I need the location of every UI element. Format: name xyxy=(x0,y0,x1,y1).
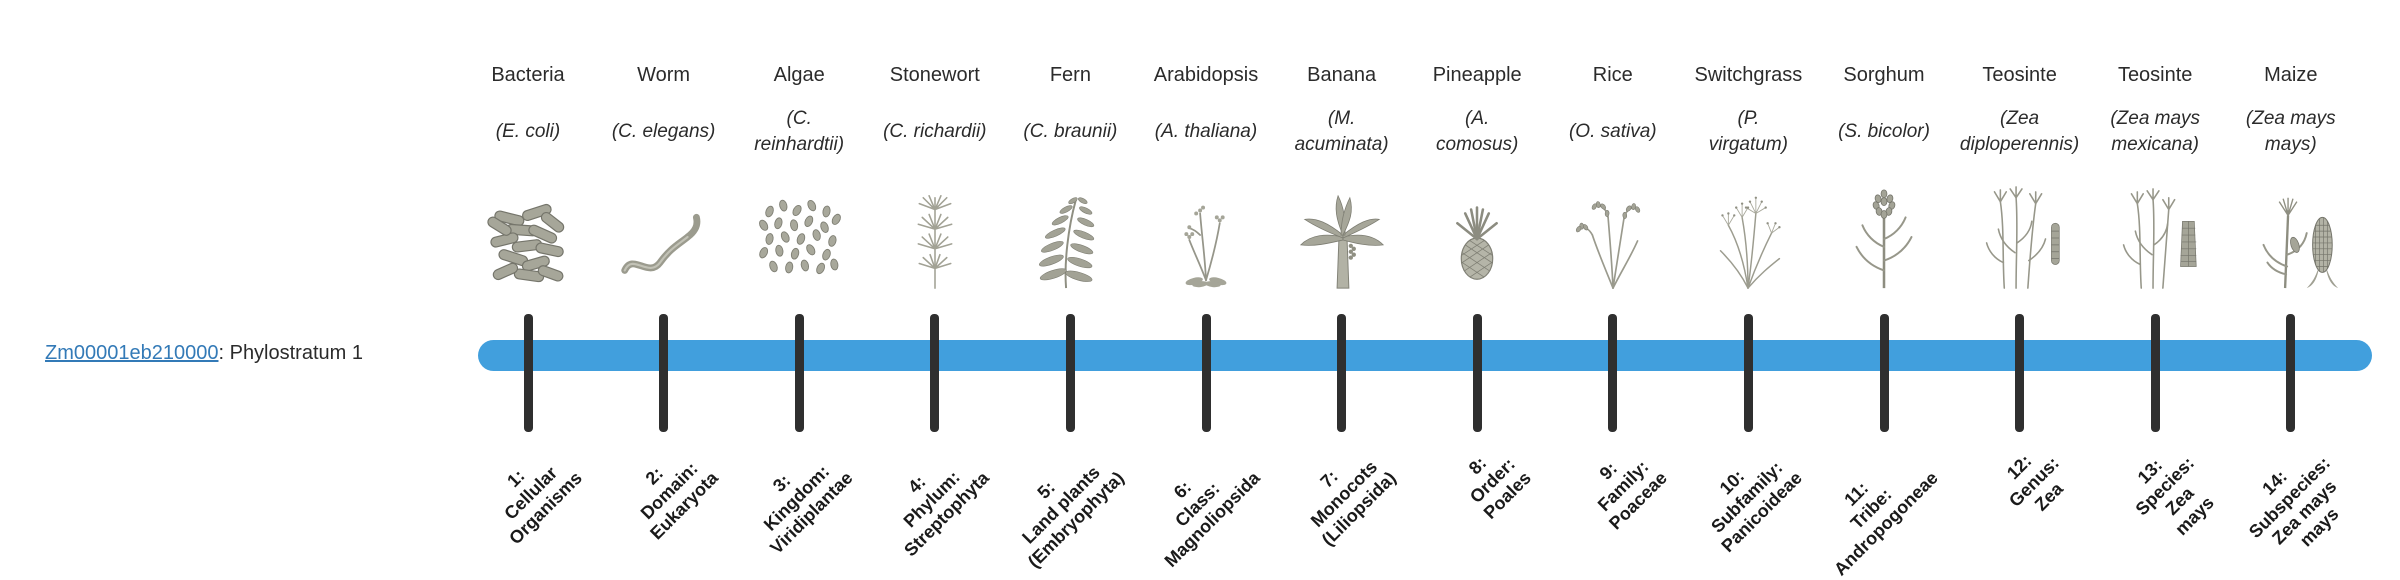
gene-label: Zm00001eb210000: Phylostratum 1 xyxy=(45,342,363,365)
phylostratum-column: Banana (M. acuminata) 7: Monocots (Lilio… xyxy=(1274,0,1410,580)
organism-common-name: Switchgrass xyxy=(1694,64,1803,86)
maize-icon xyxy=(2223,180,2359,292)
organism-common-name: Maize xyxy=(2264,64,2318,86)
phylostratum-tick xyxy=(1065,314,1075,432)
organism-common-name: Bacteria xyxy=(491,64,565,86)
phylostratum-number-text: : Phylostratum 1 xyxy=(218,342,363,364)
phylostratum-column: Teosinte (Zea mays mexicana) 13: Species… xyxy=(2087,0,2223,580)
organism-common-name: Teosinte xyxy=(2117,64,2193,86)
pineapple-icon xyxy=(1409,180,1545,292)
phylostratum-tick xyxy=(794,314,804,432)
worm-icon xyxy=(596,180,732,292)
phylostratum-tick xyxy=(1201,314,1211,432)
stonewort-icon xyxy=(867,180,1003,292)
phylostratum-tick xyxy=(1472,314,1482,432)
fern-icon xyxy=(1002,180,1138,292)
organism-scientific-name: (C. elegans) xyxy=(611,121,716,143)
organism-common-name: Algae xyxy=(773,64,825,86)
taxon-label: 13: Species: Zea mays xyxy=(2131,452,2218,539)
taxon-label: 3: Kingdom: Viridiplantae xyxy=(760,461,857,558)
organism-scientific-name: (Zea diploperennis) xyxy=(1959,108,2080,155)
taxon-label: 9: Family: Poaceae xyxy=(1593,456,1671,534)
arabidopsis-icon xyxy=(1138,180,1274,292)
organism-common-name: Arabidopsis xyxy=(1153,64,1259,86)
phylostratum-column: Arabidopsis (A. thaliana) 6: Class: Magn… xyxy=(1138,0,1274,580)
phylostratum-column: Maize (Zea mays mays) 14: Subspecies: Ze… xyxy=(2223,0,2359,580)
taxon-label: 5: Land plants (Embryophyta) xyxy=(1018,461,1129,572)
phylostratum-column: Rice (O. sativa) 9: Family: Poaceae xyxy=(1545,0,1681,580)
phylostratum-tick xyxy=(659,314,669,432)
organism-scientific-name: (Zea mays mays) xyxy=(2245,108,2336,155)
organism-common-name: Worm xyxy=(637,64,691,86)
organism-common-name: Rice xyxy=(1592,64,1633,86)
organism-scientific-name: (S. bicolor) xyxy=(1838,121,1930,143)
phylostratum-tick xyxy=(1337,314,1347,432)
taxon-label: 10: Subfamily: Panicoideae xyxy=(1707,457,1807,556)
taxon-label: 14: Subspecies: Zea mays mays xyxy=(2244,452,2343,551)
phylostratum-column: Sorghum (S. bicolor) 11: Tribe: Andropog… xyxy=(1816,0,1952,580)
taxon-label: 1: Cellular Organisms xyxy=(500,462,586,549)
phylostratum-tick xyxy=(1608,314,1618,432)
organism-common-name: Stonewort xyxy=(889,64,980,86)
phylostratum-tick xyxy=(2150,314,2160,432)
taxon-label: 6: Class: Magnoliopsida xyxy=(1160,467,1264,571)
taxon-label: 11: Tribe: Andropogoneae xyxy=(1829,467,1942,580)
organism-common-name: Teosinte xyxy=(1982,64,2057,86)
gene-id-link[interactable]: Zm00001eb210000 xyxy=(45,342,219,364)
taxon-label: 8: Order: Poales xyxy=(1465,452,1535,523)
phylostratum-column: Fern (C. braunii) 5: Land plants (Embryo… xyxy=(1002,0,1138,580)
organism-scientific-name: (E. coli) xyxy=(495,121,561,143)
phylostratum-tick xyxy=(1879,314,1889,432)
phylostratum-bar xyxy=(478,340,2372,371)
phylostratum-tick xyxy=(930,314,940,432)
sorghum-icon xyxy=(1816,180,1952,292)
organism-scientific-name: (C. reinhardtii) xyxy=(754,108,845,155)
organism-scientific-name: (O. sativa) xyxy=(1568,121,1657,143)
phylostratum-tick xyxy=(523,314,533,432)
algae-icon xyxy=(731,180,867,292)
phylostratum-column: Worm (C. elegans) 2: Domain: Eukaryota xyxy=(596,0,732,580)
phylostratum-column: Teosinte (Zea diploperennis) 12: Genus: … xyxy=(1952,0,2088,580)
phylostratum-tick xyxy=(1743,314,1753,432)
taxon-label: 4: Phylum: Streptophyta xyxy=(899,466,993,561)
phylostratum-column: Pineapple (A. comosus) 8: Order: Poales xyxy=(1409,0,1545,580)
phylostratum-column: Bacteria (E. coli) 1: Cellular Organisms xyxy=(460,0,596,580)
bacteria-icon xyxy=(460,180,596,292)
phylostratum-column: Algae (C. reinhardtii) 3: Kingdom: Virid… xyxy=(731,0,867,580)
organism-scientific-name: (C. richardii) xyxy=(883,121,987,143)
organism-common-name: Sorghum xyxy=(1843,64,1925,86)
organism-scientific-name: (A. thaliana) xyxy=(1154,121,1258,143)
organism-scientific-name: (C. braunii) xyxy=(1023,121,1118,143)
taxon-label: 2: Domain: Eukaryota xyxy=(636,458,722,544)
organism-common-name: Fern xyxy=(1049,64,1091,86)
banana-icon xyxy=(1274,180,1410,292)
switchgrass-icon xyxy=(1680,180,1816,292)
organism-common-name: Banana xyxy=(1307,64,1377,86)
organism-scientific-name: (P. virgatum) xyxy=(1708,108,1788,155)
phylostratum-tick xyxy=(2286,314,2296,432)
phylostratum-column: Stonewort (C. richardii) 4: Phylum: Stre… xyxy=(867,0,1003,580)
phylostratum-tick xyxy=(2015,314,2025,432)
organism-scientific-name: (A. comosus) xyxy=(1436,108,1519,155)
organism-scientific-name: (Zea mays mexicana) xyxy=(2110,108,2201,155)
phylostratum-column: Switchgrass (P. virgatum) 10: Subfamily:… xyxy=(1680,0,1816,580)
rice-icon xyxy=(1545,180,1681,292)
teosinte-diploperennis-icon xyxy=(1952,180,2088,292)
organism-common-name: Pineapple xyxy=(1432,64,1522,86)
taxon-label: 12: Genus: Zea xyxy=(2002,450,2067,515)
teosinte-mexicana-icon xyxy=(2087,180,2223,292)
organism-scientific-name: (M. acuminata) xyxy=(1294,108,1389,155)
taxon-label: 7: Monocots (Liliopsida) xyxy=(1306,456,1400,550)
